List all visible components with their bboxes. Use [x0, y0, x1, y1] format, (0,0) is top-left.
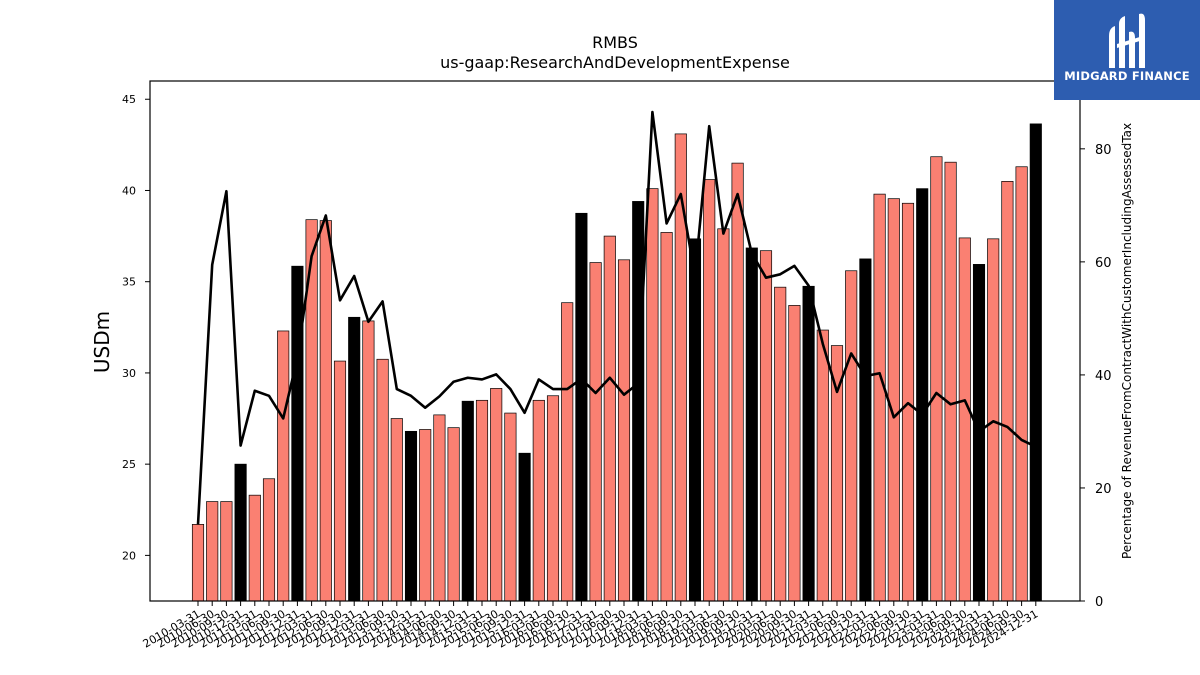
bar-2015-12-31	[518, 452, 531, 602]
bar-2023-09-30	[958, 237, 971, 602]
line-series	[196, 110, 1037, 525]
bar-2010-12-31	[234, 463, 247, 602]
bar-2020-09-30	[788, 305, 801, 602]
bar-2024-06-30	[1001, 181, 1014, 602]
x-axis-ticks: 2010-03-312010-06-302010-09-302010-12-31…	[141, 601, 1040, 651]
percentage-line	[196, 110, 1037, 525]
bar-2015-09-30	[504, 412, 517, 602]
midgard-logo-icon	[1109, 13, 1145, 69]
y-tick-label: 25	[122, 458, 136, 471]
bar-2014-06-30	[433, 414, 446, 602]
bar-2015-06-30	[490, 388, 503, 602]
y-tick-label: 35	[122, 276, 136, 289]
bar-2015-03-31	[475, 399, 489, 602]
bar-2012-09-30	[333, 360, 347, 602]
y2-tick-label: 0	[1095, 595, 1103, 610]
bar-2018-06-30	[660, 232, 673, 602]
bar-2017-03-31	[589, 262, 602, 602]
y-tick-label: 40	[122, 184, 136, 197]
bar-2020-12-31	[802, 285, 815, 602]
y-tick-label: 20	[122, 549, 136, 562]
bar-2019-06-30	[717, 228, 730, 602]
y2-tick-label: 40	[1095, 369, 1112, 384]
y2-tick-label: 60	[1095, 256, 1112, 271]
bar-2012-06-30	[319, 220, 332, 602]
bar-2017-06-30	[603, 235, 616, 602]
bar-2012-12-31	[348, 316, 361, 602]
bar-2024-03-31	[987, 238, 1000, 602]
bar-2016-03-31	[532, 399, 545, 602]
bar-2018-12-31	[688, 238, 702, 602]
bar-2011-03-31	[248, 494, 261, 602]
bar-2024-12-31	[1029, 123, 1042, 602]
bar-2021-03-31	[816, 329, 829, 602]
brand-logo: MIDGARD FINANCE	[1054, 0, 1200, 100]
bar-2011-06-30	[262, 478, 276, 602]
bar-2019-09-30	[731, 162, 744, 602]
bar-2022-12-31	[916, 188, 929, 602]
bar-2010-06-30	[206, 501, 219, 602]
bar-2016-06-30	[546, 395, 560, 602]
bar-2014-09-30	[447, 427, 460, 602]
bar-2021-09-30	[845, 270, 858, 602]
y2-tick-label: 20	[1095, 482, 1112, 497]
y2-axis-label: Percentage of RevenueFromContractWithCus…	[1120, 123, 1134, 559]
bar-2024-09-30	[1015, 166, 1028, 602]
bar-2017-09-30	[617, 259, 631, 602]
bar-2013-06-30	[376, 358, 389, 602]
bar-2023-06-30	[944, 161, 957, 602]
y-tick-label: 45	[122, 93, 136, 106]
bar-2011-09-30	[277, 330, 290, 602]
bar-2013-12-31	[404, 430, 418, 602]
axes	[149, 80, 1081, 602]
bar-2021-12-31	[859, 258, 872, 602]
bar-2016-12-31	[575, 212, 588, 602]
bar-2022-03-31	[873, 193, 886, 602]
bar-2020-03-31	[759, 250, 773, 602]
y2-tick-label: 80	[1095, 143, 1112, 158]
bar-2014-12-31	[461, 400, 474, 602]
bar-2013-09-30	[390, 418, 403, 602]
bar-2017-12-31	[632, 201, 645, 602]
bar-2013-03-31	[362, 320, 375, 602]
bar-2011-12-31	[291, 265, 304, 602]
bar-2019-12-31	[745, 247, 758, 602]
bar-2016-09-30	[561, 302, 574, 602]
brand-name: MIDGARD FINANCE	[1064, 69, 1190, 83]
bar-2014-03-31	[419, 429, 432, 602]
bar-2010-09-30	[220, 501, 233, 602]
y-axis-ticks: 20 25 30 35 40 45	[122, 93, 150, 562]
chart-title: RMBS	[592, 33, 638, 52]
bar-series	[191, 123, 1042, 602]
bar-2018-03-31	[646, 188, 659, 602]
bar-2010-03-31	[191, 524, 205, 602]
bar-2022-06-30	[887, 198, 900, 602]
bar-2023-03-31	[930, 156, 943, 602]
bar-2019-03-31	[703, 179, 716, 602]
chart-subtitle: us-gaap:ResearchAndDevelopmentExpense	[440, 53, 790, 72]
plot-frame	[149, 80, 1081, 602]
y-axis-label: USDm	[90, 311, 114, 373]
y-tick-label: 30	[122, 367, 136, 380]
y2-axis-ticks: 0 20 40 60 80	[1080, 143, 1112, 610]
bar-2020-06-30	[774, 286, 787, 602]
